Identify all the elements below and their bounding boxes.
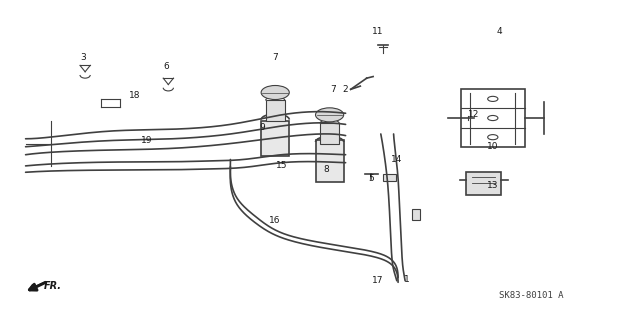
Bar	[320, 123, 339, 144]
Bar	[383, 174, 396, 181]
Text: 13: 13	[487, 181, 499, 189]
Text: 16: 16	[269, 216, 281, 225]
Text: 17: 17	[372, 276, 383, 285]
Text: 11: 11	[372, 27, 383, 36]
Text: 8: 8	[324, 165, 329, 174]
Circle shape	[316, 108, 344, 122]
Bar	[266, 100, 285, 121]
Bar	[466, 172, 501, 195]
Text: 7: 7	[330, 85, 335, 94]
Text: FR.: FR.	[44, 280, 61, 291]
Text: 7: 7	[273, 53, 278, 62]
Circle shape	[488, 96, 498, 101]
Circle shape	[488, 135, 498, 140]
Bar	[461, 89, 525, 147]
Bar	[412, 209, 420, 220]
Circle shape	[488, 115, 498, 121]
Bar	[316, 140, 344, 182]
Text: 14: 14	[391, 155, 403, 164]
Text: 19: 19	[141, 136, 153, 145]
Text: 10: 10	[487, 142, 499, 151]
Text: 18: 18	[129, 91, 140, 100]
Text: 4: 4	[497, 27, 502, 36]
Circle shape	[261, 85, 289, 100]
Text: 9: 9	[260, 123, 265, 132]
Text: 1: 1	[404, 275, 409, 284]
Text: 3: 3	[81, 53, 86, 62]
Text: 5: 5	[369, 174, 374, 183]
Text: 6: 6	[164, 63, 169, 71]
Text: 15: 15	[276, 161, 287, 170]
Bar	[261, 121, 289, 156]
Text: SK83-80101 A: SK83-80101 A	[499, 291, 563, 300]
Text: 12: 12	[468, 110, 479, 119]
Text: 2: 2	[343, 85, 348, 94]
